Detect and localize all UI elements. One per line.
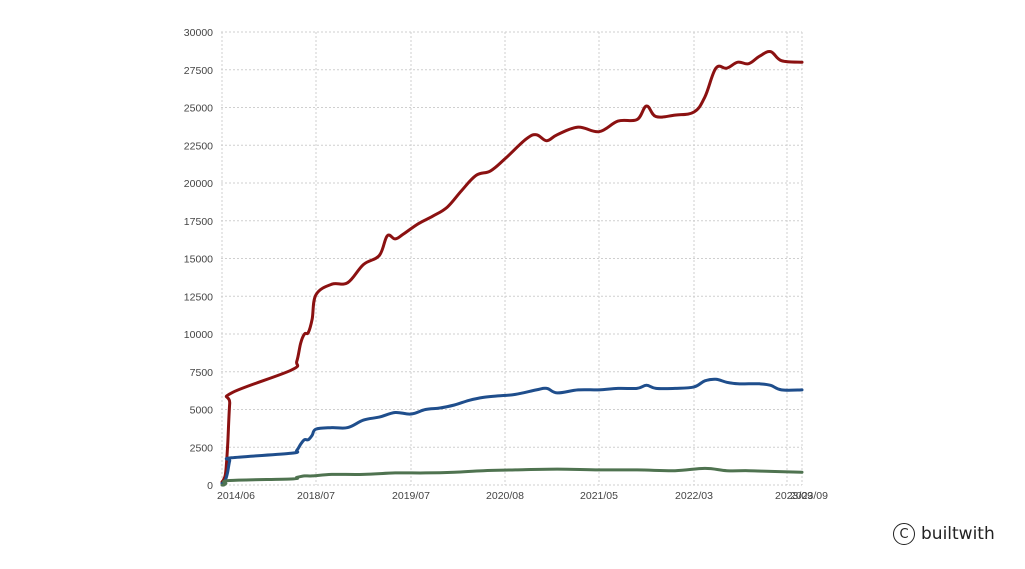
series-line-3 bbox=[220, 466, 804, 487]
y-tick-label: 17500 bbox=[184, 216, 213, 228]
x-tick-label: 2019/07 bbox=[392, 490, 430, 502]
x-tick-label: 2014/06 bbox=[217, 490, 255, 502]
watermark-text: builtwith bbox=[921, 524, 995, 544]
grid bbox=[221, 31, 803, 486]
series-line-1 bbox=[220, 49, 804, 484]
x-tick-label: 2020/08 bbox=[486, 490, 524, 502]
x-axis-ticks: 2014/06 2018/07 2019/07 2020/08 2021/05 2022/… bbox=[217, 490, 828, 502]
y-tick-label: 27500 bbox=[184, 65, 213, 77]
builtwith-watermark: C builtwith bbox=[893, 523, 995, 545]
x-tick-label: 2023/09 bbox=[790, 490, 828, 502]
y-tick-label: 2500 bbox=[190, 442, 214, 454]
y-tick-label: 25000 bbox=[184, 103, 213, 115]
series-line-2 bbox=[220, 377, 804, 485]
y-axis-ticks: 0 2500 5000 7500 10000 12500 15000 17500 20000 22… bbox=[184, 27, 213, 492]
y-tick-label: 20000 bbox=[184, 178, 213, 190]
series-lines bbox=[220, 49, 804, 487]
x-tick-label: 2021/05 bbox=[580, 490, 618, 502]
x-tick-label: 2022/03 bbox=[675, 490, 713, 502]
y-tick-label: 7500 bbox=[190, 367, 214, 379]
copyright-icon: C bbox=[893, 523, 915, 545]
y-tick-label: 30000 bbox=[184, 27, 213, 39]
y-tick-label: 12500 bbox=[184, 291, 213, 303]
y-tick-label: 10000 bbox=[184, 329, 213, 341]
y-tick-label: 5000 bbox=[190, 405, 214, 417]
x-tick-label: 2018/07 bbox=[297, 490, 335, 502]
x-tick-label: 2023/09 bbox=[775, 490, 813, 502]
y-tick-label: 15000 bbox=[184, 254, 213, 266]
y-tick-label: 0 bbox=[207, 480, 213, 492]
y-tick-label: 22500 bbox=[184, 140, 213, 152]
